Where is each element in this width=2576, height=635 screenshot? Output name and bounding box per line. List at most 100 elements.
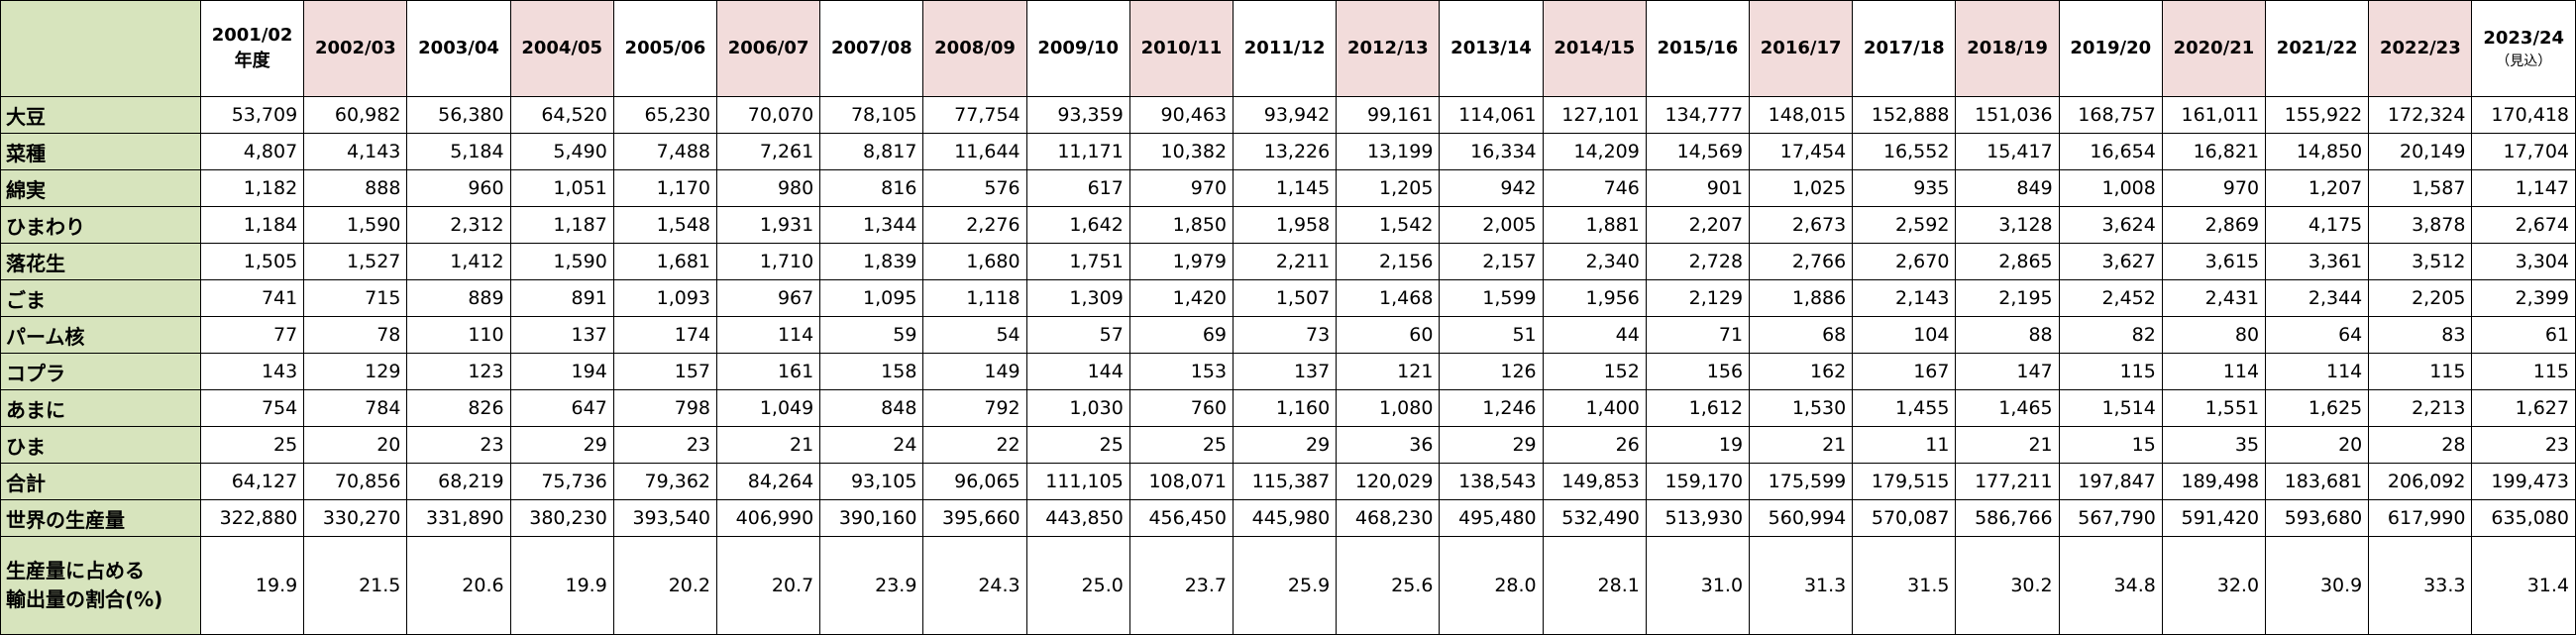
data-cell: 31.5 bbox=[1852, 536, 1957, 635]
data-cell: 93,359 bbox=[1025, 96, 1130, 134]
data-cell: 3,361 bbox=[2265, 243, 2370, 280]
data-cell: 2,340 bbox=[1542, 243, 1647, 280]
data-cell: 82 bbox=[2058, 316, 2163, 354]
data-cell: 19.9 bbox=[199, 536, 305, 635]
data-cell: 174 bbox=[612, 316, 718, 354]
data-cell: 79,362 bbox=[612, 463, 718, 500]
data-cell: 110 bbox=[406, 316, 511, 354]
data-cell: 73 bbox=[1233, 316, 1338, 354]
year-header-3: 2004/05 bbox=[509, 0, 614, 97]
data-cell: 177,211 bbox=[1955, 463, 2060, 500]
year-header-13: 2014/15 bbox=[1542, 0, 1647, 97]
data-cell: 14,209 bbox=[1542, 133, 1647, 170]
data-cell: 25.0 bbox=[1025, 536, 1130, 635]
year-header-line: 2001/02 bbox=[211, 25, 293, 46]
table-row: 生産量に占める 輸出量の割合(%) 19.9 21.5 20.6 19.9 20.2 20.7… bbox=[0, 536, 2576, 635]
data-cell: 2,156 bbox=[1336, 243, 1441, 280]
data-cell: 754 bbox=[199, 389, 305, 427]
data-cell: 157 bbox=[612, 353, 718, 390]
year-header-16: 2017/18 bbox=[1852, 0, 1957, 97]
data-cell: 21 bbox=[716, 426, 821, 464]
data-cell: 4,807 bbox=[199, 133, 305, 170]
year-header-0: 2001/02 年度 bbox=[199, 0, 305, 97]
year-header-17: 2018/19 bbox=[1955, 0, 2060, 97]
data-cell: 88 bbox=[1955, 316, 2060, 354]
table-row: ごま 741 715 889 891 1,093 967 1,095 1,118 1,309 1,4… bbox=[0, 279, 2576, 317]
row-label: パーム核 bbox=[0, 316, 201, 354]
data-cell: 495,480 bbox=[1439, 499, 1544, 537]
data-cell: 2,195 bbox=[1955, 279, 2060, 317]
data-cell: 34.8 bbox=[2058, 536, 2163, 635]
data-cell: 13,199 bbox=[1336, 133, 1441, 170]
data-cell: 406,990 bbox=[716, 499, 821, 537]
data-cell: 784 bbox=[303, 389, 408, 427]
row-label: ごま bbox=[0, 279, 201, 317]
data-cell: 24 bbox=[819, 426, 924, 464]
year-header-line: （見込） bbox=[2496, 53, 2552, 69]
data-cell: 2,205 bbox=[2368, 279, 2473, 317]
data-cell: 2,431 bbox=[2161, 279, 2267, 317]
data-cell: 172,324 bbox=[2368, 96, 2473, 134]
year-header-5: 2006/07 bbox=[716, 0, 821, 97]
row-label-line: 生産量に占める bbox=[6, 559, 145, 582]
data-cell: 25 bbox=[1128, 426, 1234, 464]
data-cell: 35 bbox=[2161, 426, 2267, 464]
data-cell: 194 bbox=[509, 353, 614, 390]
row-label: 菜種 bbox=[0, 133, 201, 170]
row-label: 大豆 bbox=[0, 96, 201, 134]
data-cell: 155,922 bbox=[2265, 96, 2370, 134]
year-header-line: 2012/13 bbox=[1346, 38, 1429, 58]
table-row: ひま 25 20 23 29 23 21 24 22 25 25 29 36 29 26 19 21 11 21 15… bbox=[0, 426, 2576, 464]
data-cell: 30.2 bbox=[1955, 536, 2060, 635]
data-cell: 129 bbox=[303, 353, 408, 390]
data-cell: 2,211 bbox=[1233, 243, 1338, 280]
data-cell: 11 bbox=[1852, 426, 1957, 464]
data-cell: 152 bbox=[1542, 353, 1647, 390]
table-row: 大豆 53,709 60,982 56,380 64,520 65,230 70,070 78… bbox=[0, 96, 2576, 134]
data-cell: 591,420 bbox=[2161, 499, 2267, 537]
data-cell: 3,624 bbox=[2058, 206, 2163, 244]
data-cell: 14,850 bbox=[2265, 133, 2370, 170]
data-cell: 16,821 bbox=[2161, 133, 2267, 170]
data-cell: 2,143 bbox=[1852, 279, 1957, 317]
data-cell: 17,704 bbox=[2471, 133, 2576, 170]
year-header-line: 2009/10 bbox=[1037, 38, 1120, 58]
data-cell: 1,187 bbox=[509, 206, 614, 244]
data-cell: 121 bbox=[1336, 353, 1441, 390]
data-cell: 114 bbox=[2265, 353, 2370, 390]
data-cell: 380,230 bbox=[509, 499, 614, 537]
data-cell: 69 bbox=[1128, 316, 1234, 354]
data-cell: 1,542 bbox=[1336, 206, 1441, 244]
data-cell: 199,473 bbox=[2471, 463, 2576, 500]
data-cell: 468,230 bbox=[1336, 499, 1441, 537]
data-cell: 23 bbox=[612, 426, 718, 464]
data-cell: 93,942 bbox=[1233, 96, 1338, 134]
data-cell: 65,230 bbox=[612, 96, 718, 134]
year-header-10: 2011/12 bbox=[1233, 0, 1338, 97]
year-header-line: 2017/18 bbox=[1863, 38, 1945, 58]
data-cell: 149 bbox=[922, 353, 1027, 390]
data-cell: 1,599 bbox=[1439, 279, 1544, 317]
data-cell: 532,490 bbox=[1542, 499, 1647, 537]
table-row: 菜種 4,807 4,143 5,184 5,490 7,488 7,261 8,817 11,… bbox=[0, 133, 2576, 170]
data-cell: 1,514 bbox=[2058, 389, 2163, 427]
year-header-line: 2013/14 bbox=[1450, 38, 1532, 58]
data-cell: 1,612 bbox=[1645, 389, 1751, 427]
data-cell: 970 bbox=[2161, 169, 2267, 207]
data-cell: 3,304 bbox=[2471, 243, 2576, 280]
data-cell: 31.3 bbox=[1749, 536, 1854, 635]
data-cell: 71 bbox=[1645, 316, 1751, 354]
data-cell: 78 bbox=[303, 316, 408, 354]
data-cell: 942 bbox=[1439, 169, 1544, 207]
data-cell: 849 bbox=[1955, 169, 2060, 207]
data-cell: 1,455 bbox=[1852, 389, 1957, 427]
data-cell: 1,710 bbox=[716, 243, 821, 280]
data-cell: 143 bbox=[199, 353, 305, 390]
data-cell: 44 bbox=[1542, 316, 1647, 354]
data-cell: 23 bbox=[2471, 426, 2576, 464]
data-cell: 151,036 bbox=[1955, 96, 2060, 134]
data-cell: 96,065 bbox=[922, 463, 1027, 500]
data-cell: 83 bbox=[2368, 316, 2473, 354]
data-cell: 29 bbox=[1233, 426, 1338, 464]
data-cell: 16,654 bbox=[2058, 133, 2163, 170]
